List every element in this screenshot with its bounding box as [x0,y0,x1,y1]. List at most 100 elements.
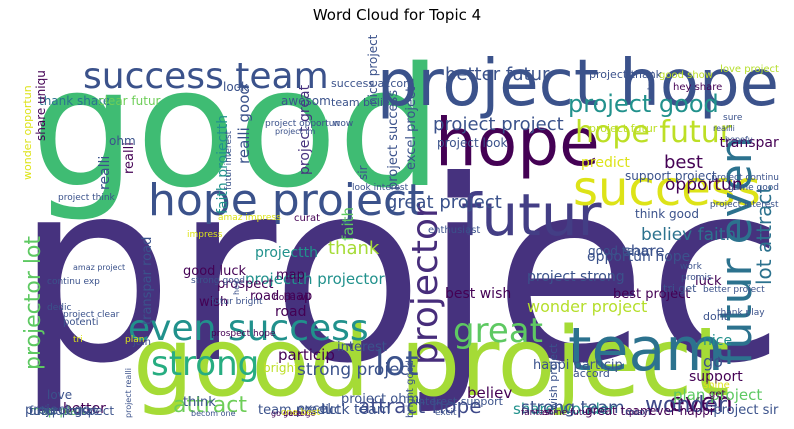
word-project-strong: project strong [527,269,625,285]
word-shine: shine [703,380,730,391]
word-think-good: think good [635,207,699,221]
word-strong-project: strong project [297,360,416,380]
word-futur-even: futur even [711,136,762,365]
word-project-think: project think [58,193,116,203]
word-game-good: game good [728,183,779,193]
word-project-futur: project futur [589,122,658,135]
word-better-futur: better futur [445,64,550,85]
word-project-good: project good [568,90,719,118]
word-project-go: project go [25,403,91,418]
word-think: think [183,395,216,410]
word-success: success [573,161,761,217]
word-best-wish: best wish [445,286,511,302]
word-thank-share: thank share [39,94,110,108]
word-opportun: opportun [665,175,743,195]
word-impress: impress [187,230,223,240]
word-project-project: project project [433,114,564,135]
word-transpar: transpar [720,135,779,151]
word-share-uniqu: share uniqu [34,70,48,141]
word-look: look [223,80,248,94]
word-project-thank: project thank [589,68,663,81]
word-reallli: reallli [713,124,735,133]
word-transpar-road: transpar road [140,237,155,325]
word-best-project: best project [613,287,690,302]
word-amaz-project: amaz project [73,263,125,272]
word-team: team [568,315,724,385]
word-realli-good: realli good [235,85,253,164]
word-project-interest: project interest [710,200,779,210]
word-realli: realli [122,142,137,174]
word-look-interest: look interest [352,183,409,193]
word-project-look: project look [437,136,507,150]
word-great-team: great team [585,404,652,418]
word-fantast: fantast [521,408,553,418]
word-good-luck: good luck [183,264,247,279]
word-believ: believ [467,384,512,402]
word-nice-project: nice project [366,34,380,105]
word-awesom: awesom [281,94,331,108]
word-project-sir: project sir [713,403,779,418]
word-excel: excel [297,402,331,417]
word-plan: plan [125,335,144,345]
word-hey-share: hey share [673,82,722,93]
word-road-map: road map [250,289,312,304]
word-continu-exp: continu exp [47,277,100,287]
word-project-clear: project clear [63,310,120,320]
word-wonder-opportun: wonder opportun [21,85,34,180]
word-amaz-impress: amaz impress [218,213,281,223]
word-hope-wil: hope wil [273,293,311,303]
word-ever-happi: ever happi [649,404,713,418]
word-tri-get: tri get [663,282,697,295]
word-better-project: better project [703,285,765,295]
word-support: support [689,369,743,385]
word-projectth: projectth [255,245,318,261]
word-attract-hope: attract hope [358,394,482,418]
word-believ-faith: believ faith [641,225,736,245]
word-faith: faith [339,207,357,241]
word-wish: wish [199,295,228,310]
word-wow: wow [333,119,353,129]
word-lot-attract: lot attract [752,186,776,285]
word-faith-projectth: faith projectth [215,115,231,214]
word-go-better: go better [271,409,309,418]
word-share-wonder: share wonder [513,400,616,418]
word-opportun-hope: opportun hope [587,249,690,265]
word-team-predict: team predict [258,403,341,418]
word-support-project: support project [625,169,717,183]
word-tri: tri [73,335,83,345]
word-hope: hope [435,104,600,181]
word-hope-futur: hope futur [575,115,733,150]
word-enthusiast: enthusiast [428,225,480,236]
word-great: great [453,311,543,351]
word-best: best [664,152,703,173]
word-go: go [703,352,723,371]
word-share: share [623,242,665,260]
word-trust: trust [646,71,655,90]
word-futur: futur [461,181,602,249]
word-love-project: love project [720,64,779,75]
word-good-project: good project [133,308,730,418]
word-particip: particip [278,346,335,364]
word-get: get [709,389,726,400]
word-love: love [47,388,72,402]
word-even-success: even success [128,308,369,349]
word-hey: hey [232,280,241,295]
word-plan-project: plan project [673,386,762,404]
word-good: good [31,32,442,224]
word-map-plan: map plan [29,404,85,418]
word-strong: strong [151,344,259,384]
word-accord: accord [573,367,610,380]
word-thank-play: thank play [717,308,765,318]
word-uniqu-curat: uniqu curat [29,404,98,418]
word-wish-project: wish project [547,343,560,410]
word-great-project: great project [386,192,502,213]
word-dedic: dedic [47,303,71,313]
word-interest: interest [337,340,387,355]
word-becom-one: becom one [191,409,236,418]
word-sure: sure [723,113,743,123]
word-work: work [680,262,703,272]
word-sir: sir [356,165,370,180]
word-projector: projector [405,203,446,365]
